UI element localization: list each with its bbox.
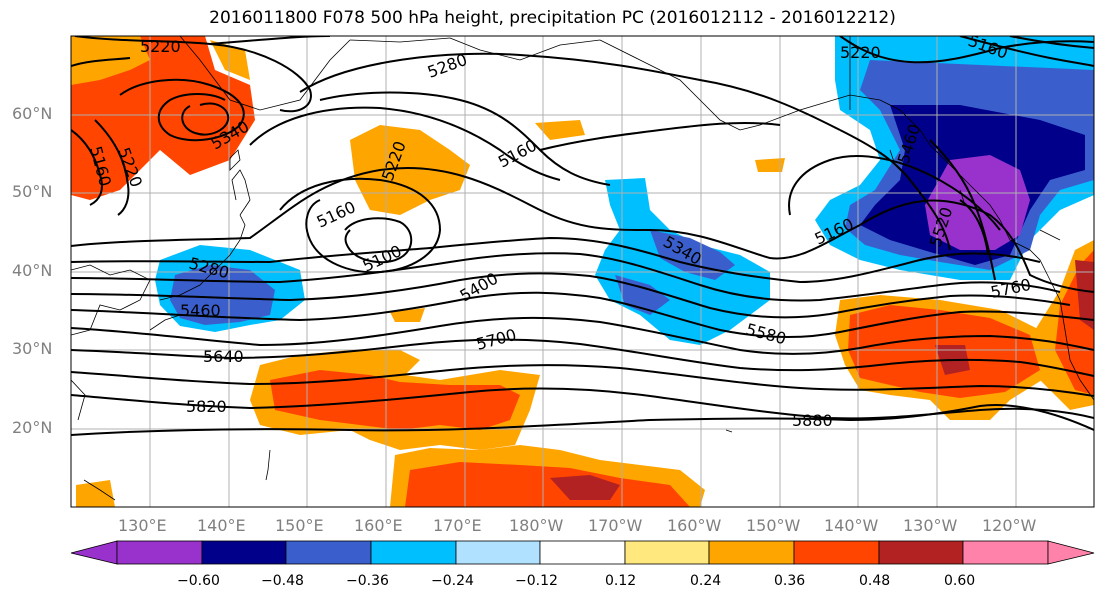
lon-label: 170°W [588, 516, 643, 535]
colorbar-segment [962, 540, 1049, 565]
lon-label: 120°W [982, 516, 1037, 535]
contour-label: 5880 [792, 411, 833, 430]
colorbar-tick-label: 0.36 [774, 573, 806, 589]
lon-label: 140°W [824, 516, 879, 535]
colorbar-tick-label: 0.12 [605, 573, 637, 589]
lon-label: 130°W [903, 516, 958, 535]
colorbar-segment [539, 540, 626, 565]
colorbar-segment [1047, 540, 1095, 565]
colorbar-tick-label: 0.60 [944, 573, 976, 589]
height-contours [71, 36, 1094, 436]
colorbar-segment [201, 540, 287, 565]
colorbar-tick-label: −0.48 [261, 573, 304, 589]
colorbar-tick-label: 0.24 [690, 573, 722, 589]
colorbar-segment [793, 540, 880, 565]
lon-label: 150°E [275, 516, 324, 535]
contour-label: 5820 [186, 397, 227, 416]
colorbar-tick-label: −0.24 [431, 573, 474, 589]
lat-label: 50°N [12, 182, 53, 201]
lat-label: 30°N [12, 339, 53, 358]
map-title: 2016011800 F078 500 hPa height, precipit… [209, 8, 896, 28]
colorbar-segment [285, 540, 372, 565]
lat-label: 60°N [12, 104, 53, 123]
lon-label: 170°E [433, 516, 482, 535]
contour-label: 5640 [203, 347, 244, 366]
precipitation-shading [71, 36, 1094, 507]
colorbar-tick-label: −0.36 [346, 573, 389, 589]
contour-label: 5220 [840, 43, 881, 62]
colorbar-segment [70, 540, 118, 565]
lat-label: 20°N [12, 418, 53, 437]
lon-label: 130°E [118, 516, 167, 535]
lon-label: 180°W [509, 516, 564, 535]
colorbar-segment [878, 540, 964, 565]
contour-label: 5220 [140, 37, 181, 56]
colorbar-segment [116, 540, 203, 565]
colorbar-tick-label: −0.12 [515, 573, 558, 589]
lat-label: 40°N [12, 261, 53, 280]
colorbar-segment [455, 540, 541, 565]
colorbar-segment [624, 540, 710, 565]
colorbar-tick-label: −0.60 [177, 573, 220, 589]
lon-label: 160°E [354, 516, 403, 535]
map-frame [70, 35, 1095, 508]
lon-label: 150°W [746, 516, 801, 535]
map-area: 5220 5280 5340 5220 5160 5160 5220 5160 … [71, 36, 1094, 507]
colorbar [70, 540, 1095, 565]
colorbar-segment [708, 540, 795, 565]
lon-label: 160°W [667, 516, 722, 535]
colorbar-tick-label: 0.48 [859, 573, 891, 589]
lon-label: 140°E [197, 516, 246, 535]
contour-label: 5460 [180, 301, 221, 320]
graticule [71, 36, 1094, 507]
colorbar-segment [370, 540, 457, 565]
